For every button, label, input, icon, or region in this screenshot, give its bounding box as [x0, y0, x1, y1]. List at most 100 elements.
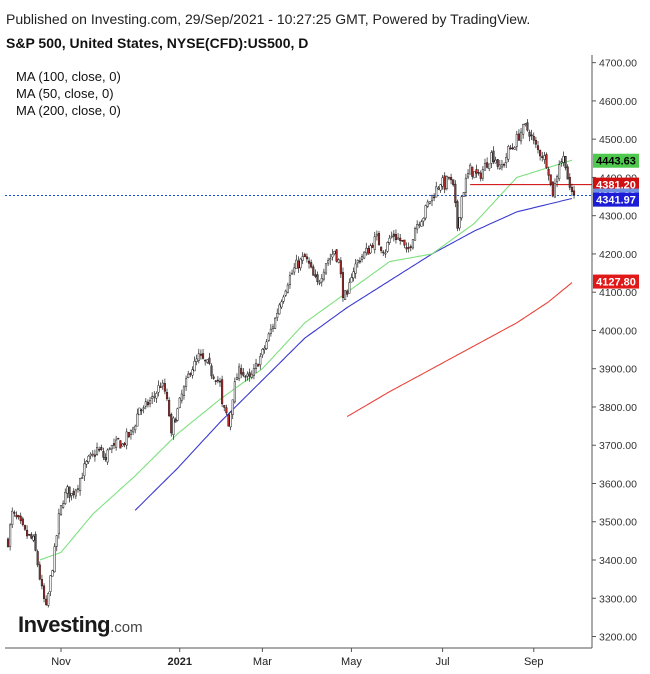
candle-body	[346, 290, 349, 295]
candle-body	[375, 233, 378, 237]
candle-body	[534, 139, 537, 145]
candle-body	[172, 417, 175, 436]
candle-body	[125, 431, 128, 446]
candle-body	[496, 159, 499, 167]
candle-body	[254, 362, 258, 369]
candle-body	[286, 284, 289, 293]
candle-body	[19, 515, 22, 521]
y-tick-label: 3200.00	[599, 632, 637, 644]
candle-body	[475, 169, 478, 174]
candle-body	[214, 380, 217, 382]
candle-body	[108, 448, 111, 450]
price-label: 4127.80	[593, 274, 639, 289]
x-tick-label: Sep	[524, 656, 544, 668]
candle-body	[384, 252, 387, 255]
candle-body	[74, 489, 77, 497]
y-tick-label: 3500.00	[599, 517, 637, 529]
candle-body	[509, 147, 512, 150]
candle-body	[297, 260, 300, 269]
candle-body	[6, 538, 10, 547]
candle-body	[59, 505, 63, 515]
candle-body	[244, 376, 247, 378]
candle-body	[307, 260, 311, 264]
candle-body	[344, 290, 347, 300]
candle-body	[388, 237, 391, 243]
candle-body	[210, 365, 213, 377]
candle-body	[458, 217, 461, 229]
candle-body	[81, 477, 84, 479]
candle-body	[303, 254, 306, 258]
candle-body	[288, 275, 292, 285]
candle-body	[238, 366, 241, 380]
y-tick-label: 4200.00	[599, 249, 637, 261]
candle-body	[185, 378, 188, 387]
candle-body	[95, 447, 99, 455]
candle-body	[117, 437, 120, 440]
candle-body	[30, 534, 33, 539]
candle-body	[562, 156, 565, 163]
candle-body	[32, 535, 35, 541]
candle-body	[494, 159, 497, 164]
candle-body	[305, 256, 308, 260]
candle-body	[350, 277, 353, 283]
candle-body	[500, 164, 504, 168]
candle-body	[72, 490, 75, 495]
candle-body	[259, 356, 262, 366]
price-label-text: 4443.63	[596, 156, 636, 168]
candle-body	[365, 247, 368, 254]
candle-body	[140, 409, 143, 412]
candle-body	[566, 166, 569, 180]
candle-body	[473, 171, 476, 179]
candle-body	[394, 234, 398, 240]
candle-body	[271, 326, 275, 329]
candle-body	[144, 401, 147, 407]
candle-body	[233, 381, 236, 403]
candle-body	[517, 133, 520, 141]
y-tick-label: 3400.00	[599, 555, 637, 567]
candle-body	[447, 177, 451, 179]
candle-body	[225, 407, 228, 414]
candle-body	[201, 353, 205, 359]
candle-body	[490, 152, 493, 164]
candle-body	[38, 564, 41, 580]
y-tick-label: 4100.00	[599, 287, 637, 299]
candle-body	[483, 163, 487, 171]
legend-ma50: MA (50, close, 0)	[16, 86, 114, 101]
candle-body	[223, 405, 226, 408]
candle-body	[547, 168, 550, 176]
candle-body	[195, 358, 198, 362]
candle-body	[47, 593, 50, 606]
candle-body	[49, 575, 52, 592]
candle-body	[240, 368, 243, 375]
price-label-text: 4341.97	[596, 195, 636, 207]
candle-body	[282, 296, 285, 302]
candle-body	[460, 196, 463, 219]
candle-body	[136, 413, 139, 427]
candle-body	[206, 359, 209, 363]
candle-body	[208, 357, 211, 364]
candle-body	[57, 513, 60, 535]
candle-body	[530, 134, 533, 137]
candle-body	[265, 341, 268, 349]
candle-body	[269, 328, 272, 334]
x-tick-label: 2021	[167, 656, 191, 668]
candle-body	[170, 414, 173, 434]
candle-body	[216, 379, 219, 382]
candle-body	[441, 177, 444, 187]
candle-body	[161, 382, 164, 387]
candle-body	[212, 376, 215, 379]
candle-body	[522, 124, 525, 135]
price-label: 4341.97	[593, 192, 639, 207]
candle-body	[168, 400, 171, 417]
candle-body	[180, 393, 183, 401]
y-tick-label: 3300.00	[599, 593, 637, 605]
candle-body	[93, 454, 96, 457]
candle-body	[437, 187, 440, 190]
candle-body	[363, 251, 366, 259]
candle-body	[62, 503, 65, 508]
candle-body	[193, 361, 196, 372]
candle-body	[551, 181, 554, 197]
candle-body	[456, 201, 459, 229]
y-tick-label: 3900.00	[599, 364, 637, 376]
